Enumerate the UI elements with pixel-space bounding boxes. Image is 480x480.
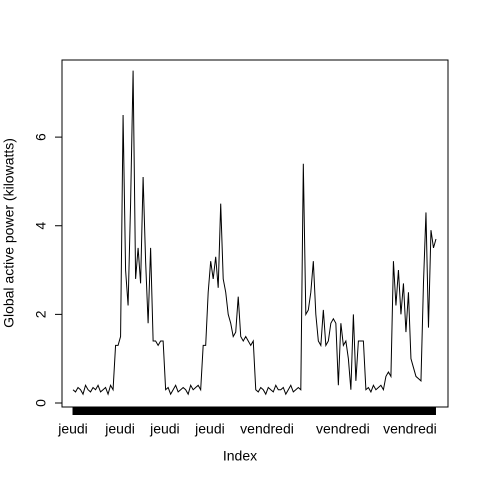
- y-axis-label: Global active power (kilowatts): [1, 138, 17, 328]
- x-tick-label: vendredi: [316, 421, 370, 437]
- power-line: [72, 70, 437, 396]
- y-tick-label: 0: [33, 399, 49, 407]
- x-axis-label: Index: [223, 448, 257, 464]
- y-tick-label: 4: [33, 222, 49, 230]
- x-tick-label: jeudi: [57, 421, 88, 437]
- x-tick-label: vendredi: [383, 421, 437, 437]
- plot-box: [61, 59, 449, 408]
- x-tick-label: jeudi: [149, 421, 180, 437]
- y-tick-label: 6: [33, 133, 49, 141]
- x-tick-label: jeudi: [104, 421, 135, 437]
- index-tick-band: [73, 407, 436, 415]
- y-tick-label: 2: [33, 310, 49, 318]
- x-tick-label: jeudi: [194, 421, 225, 437]
- x-tick-label: vendredi: [240, 421, 294, 437]
